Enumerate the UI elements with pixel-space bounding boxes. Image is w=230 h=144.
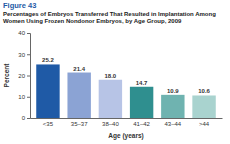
data-label: 21.4 [73,66,85,72]
data-label: 10.9 [167,88,179,94]
y-tick: 40 [18,30,30,36]
y-tick: 20 [18,73,30,79]
x-tick: 35–37 [71,121,88,127]
x-tick: >44 [199,121,210,127]
x-tick-label: 35–37 [71,121,88,127]
x-tick-label: 43–44 [164,121,181,127]
y-tick-label: 10 [18,94,25,100]
y-tick-mark [27,118,30,119]
y-tick: 10 [18,94,30,100]
bar [161,95,184,118]
y-tick-label: 0 [22,115,26,121]
title: Figure 43 [3,1,36,10]
y-tick-mark [27,33,30,34]
data-label: 18.0 [105,73,117,79]
x-axis-line [31,118,223,119]
x-tick: 43–44 [164,121,181,127]
y-axis-title: Percent [3,63,10,88]
y-tick-mark [27,76,30,77]
x-tick: <35 [43,121,54,127]
bar [130,87,153,118]
x-tick: 41–42 [133,121,150,127]
y-axis: 0 10 20 30 40 [18,30,30,121]
y-tick-label: 30 [18,52,25,58]
x-axis: <35 35–37 38–40 41–42 43–44 >44 [31,119,223,128]
y-tick: 30 [18,52,30,58]
data-label: 10.6 [198,88,210,94]
bars [36,64,216,118]
subtitle: Percentages of Embryos Transferred That … [3,11,216,24]
bar [36,64,59,118]
bar [99,80,122,118]
y-tick-mark [27,97,30,98]
x-tick-label: <35 [43,121,54,127]
y-tick-label: 40 [18,30,25,36]
y-axis-line [27,34,31,119]
bar [192,95,215,118]
y-tick: 0 [22,115,30,121]
x-tick-label: 41–42 [133,121,150,127]
x-tick-label: >44 [199,121,210,127]
data-label: 25.2 [42,57,54,63]
x-tick: 38–40 [102,121,119,127]
plot: 010203040<3535–3738–4041–4243–44>4425.22… [18,30,222,127]
y-tick-mark [27,54,30,55]
bar [67,73,90,118]
x-axis-title: Age (years) [108,132,143,140]
data-label: 14.7 [136,80,148,86]
x-tick-label: 38–40 [102,121,119,127]
chart: Figure 43Percentages of Embryos Transfer… [0,0,230,144]
y-tick-label: 20 [18,73,25,79]
data-labels: 25.2 21.4 18.0 14.7 10.9 10.6 [42,57,210,94]
